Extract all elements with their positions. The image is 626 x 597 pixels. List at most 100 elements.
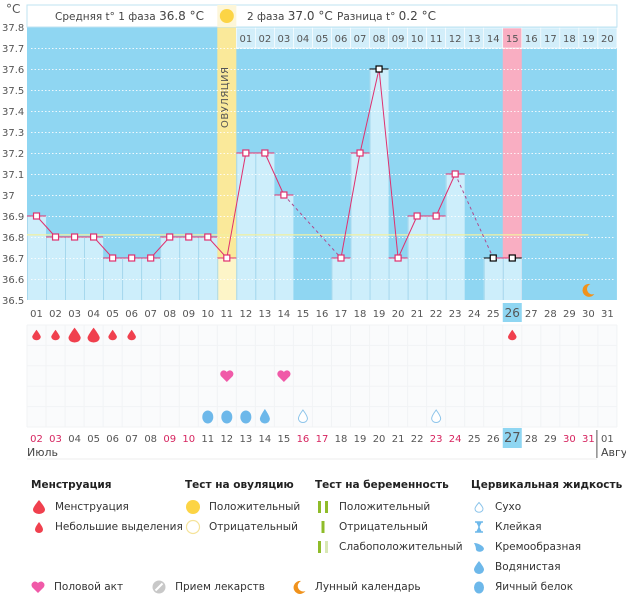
temperature-bar	[388, 258, 408, 300]
summary-bar	[26, 4, 618, 28]
cycle-day-label: 01	[30, 309, 43, 320]
luteal-day-label: 05	[316, 34, 329, 45]
y-tick-label: 37.1	[2, 170, 24, 181]
phase2-label: 2 фаза	[247, 11, 285, 23]
legend-item-pregnancy-negative: Отрицательный	[315, 517, 463, 537]
temperature-point	[51, 233, 60, 241]
temperature-bar	[198, 237, 218, 300]
diff-label: Разница t°	[337, 11, 396, 23]
temperature-bar	[331, 258, 351, 300]
cycle-day-label: 13	[259, 309, 272, 320]
phase1-average: Средняя t° 1 фаза 36.8 °C	[55, 9, 204, 23]
diff-value: 0.2 °C	[398, 9, 436, 23]
cycle-day-label: 28	[544, 309, 557, 320]
legend-item-ovulation-negative: Отрицательный	[185, 517, 300, 537]
legend-other: Половой акт Прием лекарств Лунный календ…	[30, 579, 439, 595]
calendar-date-label: 17	[316, 434, 329, 445]
unit-label: °C	[6, 2, 21, 16]
temperature-bar	[350, 153, 370, 300]
calendar-date-label: 16	[297, 434, 310, 445]
temperature-point	[242, 149, 250, 157]
cycle-day-label: 23	[449, 309, 462, 320]
ovulation-sun-icon	[219, 9, 234, 23]
calendar-date-label: 25	[468, 434, 481, 445]
calendar-date-label: 11	[201, 434, 214, 445]
faint-lines-icon	[315, 539, 331, 555]
y-tick-label: 37.3	[2, 128, 24, 139]
legend-item-moon: Лунный календарь	[291, 579, 421, 595]
egg-white-icon	[221, 410, 233, 424]
calendar-date-label: 22	[411, 434, 424, 445]
today-date-highlight	[502, 428, 522, 448]
legend-item-creamy: Кремообразная	[471, 537, 622, 557]
menstruation-drop-icon	[108, 329, 117, 341]
temperature-difference: Разница t° 0.2 °C	[337, 9, 436, 23]
heart-icon	[277, 370, 291, 382]
legend-menstruation: Менструация Менструация Небольшие выделе…	[31, 479, 183, 537]
blood-drop-large-icon	[31, 499, 47, 515]
legend-item-watery: Водянистая	[471, 557, 622, 577]
cycle-day-label: 24	[468, 309, 481, 320]
calendar-date-label: 24	[449, 434, 462, 445]
y-tick-label: 36.9	[2, 212, 24, 223]
watery-drop-icon	[259, 409, 270, 424]
calendar-date-label: 08	[144, 434, 157, 445]
cycle-day-label: 15	[297, 309, 310, 320]
y-tick-label: 37.7	[2, 44, 24, 55]
y-tick-label: 37.4	[2, 107, 24, 118]
calendar-date-label: 03	[49, 434, 62, 445]
legend-item-dry: Сухо	[471, 497, 622, 517]
egg-white-icon	[240, 410, 252, 424]
legend-item-pregnancy-faint: Слабоположительный	[315, 537, 463, 557]
y-tick-label: 37.8	[2, 23, 24, 34]
temperature-line	[226, 152, 247, 259]
cycle-day-label: 10	[201, 309, 214, 320]
calendar-date-label: 21	[392, 434, 405, 445]
calendar-date-label: 05	[87, 434, 100, 445]
bbt-chart: 01 02 03 04 05 06 07 08 09 10 11 12 13 14 15 16 17 18 19 20…	[2, 4, 618, 460]
calendar-date-label: 26	[487, 434, 500, 445]
luteal-day-label: 09	[392, 34, 405, 45]
temperature-bar	[84, 237, 104, 300]
calendar-date-label: 20	[373, 434, 386, 445]
temperature-gap-line	[283, 194, 342, 259]
heart-icon	[220, 370, 234, 382]
temperature-bar	[274, 195, 294, 300]
y-tick-label: 37.5	[2, 86, 24, 97]
calendar-date-label: 18	[335, 434, 348, 445]
calendar-date-label: 19	[354, 434, 367, 445]
luteal-day-label: 03	[278, 34, 291, 45]
sun-outline-icon	[185, 519, 201, 535]
cycle-day-label: 05	[106, 309, 119, 320]
y-tick-label: 36.7	[2, 254, 24, 265]
temperature-point	[280, 191, 288, 199]
temperature-bar	[369, 69, 389, 300]
calendar-date-label: 04	[68, 434, 81, 445]
temperature-point	[413, 212, 421, 220]
temperature-point	[337, 254, 345, 262]
pill-icon	[151, 579, 167, 595]
luteal-day-label: 20	[601, 34, 614, 45]
temperature-bar	[255, 153, 275, 300]
month-label-august: Авгу	[601, 446, 626, 459]
calendar-date-label: 01	[601, 434, 614, 445]
y-tick-label: 37	[2, 191, 15, 202]
cycle-day-label: 12	[239, 309, 252, 320]
cycle-day-label: 03	[68, 309, 81, 320]
y-tick-label: 37.6	[2, 65, 24, 76]
cycle-day-label: 11	[220, 309, 233, 320]
calendar-date-label: 29	[544, 434, 557, 445]
luteal-day-label: 10	[411, 34, 424, 45]
temperature-point	[204, 233, 212, 241]
luteal-day-label: 19	[582, 34, 595, 45]
y-tick-label: 36.6	[2, 275, 24, 286]
luteal-day-label: 08	[373, 34, 386, 45]
menstruation-drop-icon	[68, 327, 81, 343]
cycle-day-label: 04	[87, 309, 100, 320]
calendar-date-label: 12	[220, 434, 233, 445]
y-tick-label: 37.2	[2, 149, 24, 160]
calendar-date-label: 30	[563, 434, 576, 445]
heart-icon	[30, 579, 46, 595]
temperature-point	[32, 212, 41, 220]
phase2-value: 37.0 °C	[287, 9, 333, 23]
